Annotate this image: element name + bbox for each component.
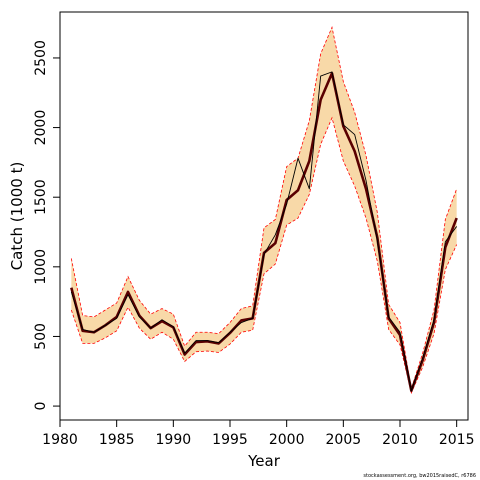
- x-tick-label: 2000: [269, 432, 305, 448]
- confidence-band-layer: [71, 27, 457, 393]
- x-tick-label: 1980: [42, 432, 78, 448]
- y-tick-label: 1000: [33, 249, 49, 285]
- y-tick-label: 2000: [33, 110, 49, 146]
- observed-line: [70, 71, 458, 392]
- estimate-line: [70, 71, 458, 393]
- x-tick-label: 2005: [326, 432, 362, 448]
- series-line-layer: [70, 25, 458, 395]
- upper-bound-line: [70, 25, 458, 389]
- y-tick-label: 0: [33, 402, 49, 411]
- footnote-text: stockassessment.org, bw2015raisedC, r678…: [363, 473, 476, 479]
- y-tick-label: 500: [33, 323, 49, 350]
- lower-bound-line: [70, 116, 458, 395]
- x-tick-label: 2015: [439, 432, 475, 448]
- y-tick-label: 2500: [33, 40, 49, 76]
- x-axis-title: Year: [247, 452, 281, 470]
- x-axis: 1980 1985 1990 1995 2000 2005 2010 2015: [42, 420, 474, 448]
- x-tick-label: 1990: [156, 432, 192, 448]
- y-axis: 0 500 1000 1500 2000 2500: [33, 40, 60, 411]
- plot-frame: [59, 11, 469, 421]
- x-tick-label: 1995: [212, 432, 248, 448]
- y-axis-title: Catch (1000 t): [8, 162, 26, 271]
- confidence-band-area: [71, 27, 457, 393]
- x-tick-label: 1985: [99, 432, 135, 448]
- x-tick-label: 2010: [382, 432, 418, 448]
- y-tick-label: 1500: [33, 179, 49, 215]
